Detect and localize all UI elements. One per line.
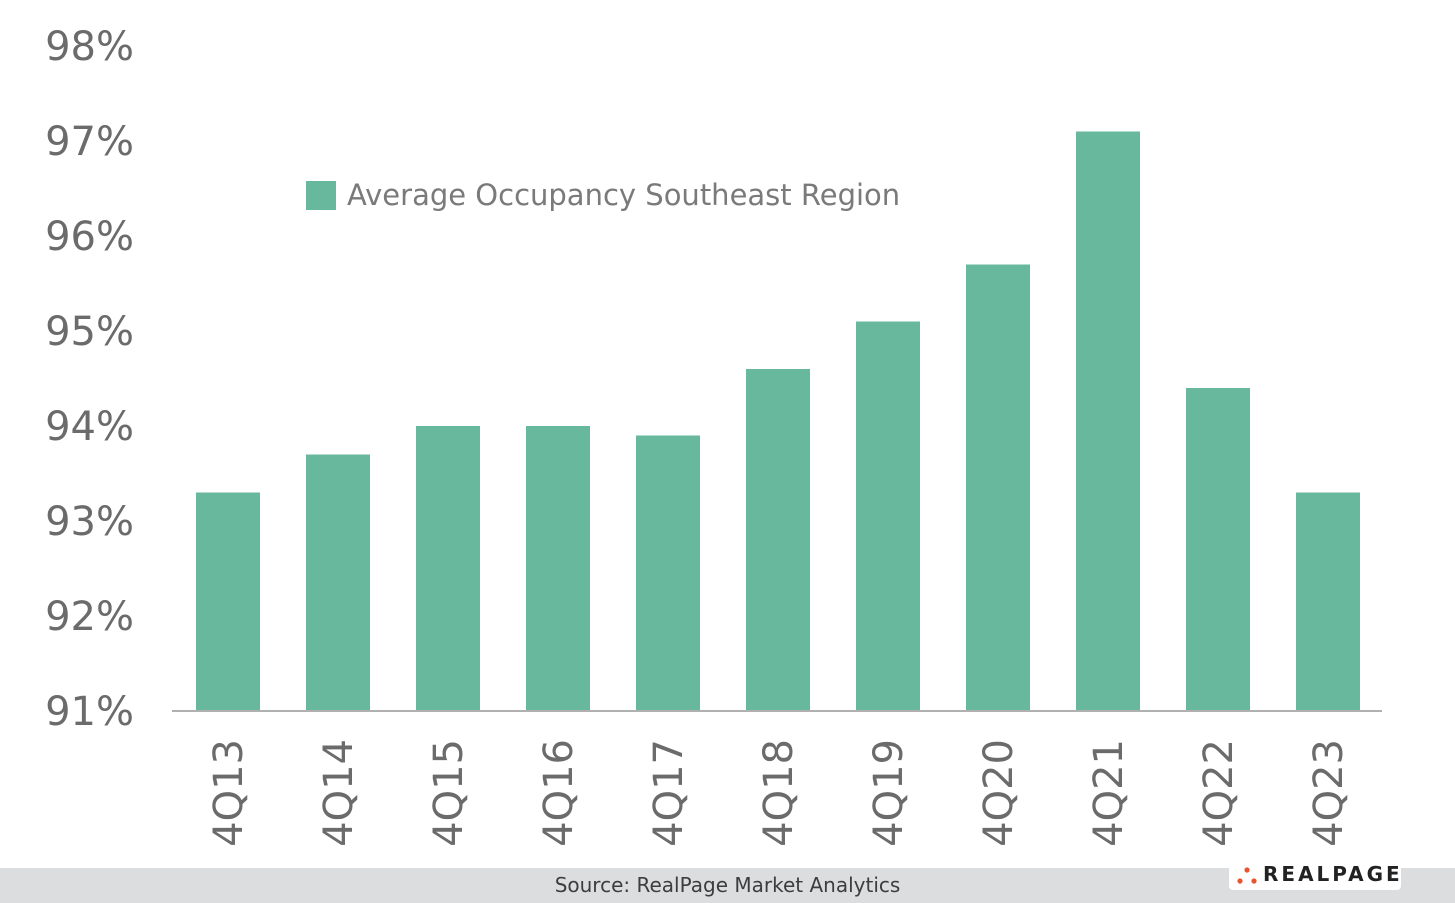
realpage-wordmark: REALPAGE (1263, 862, 1403, 886)
legend: Average Occupancy Southeast Region (306, 178, 900, 212)
footer-bar: Source: RealPage Market Analytics (0, 868, 1455, 903)
x-tick-label: 4Q20 (976, 739, 1022, 847)
bar-4Q16 (526, 426, 590, 711)
bar-4Q13 (196, 492, 260, 711)
x-tick-label: 4Q15 (426, 739, 472, 847)
realpage-logo: REALPAGE (1229, 858, 1401, 890)
x-tick-label: 4Q23 (1306, 739, 1352, 847)
x-tick-label: 4Q21 (1086, 739, 1132, 847)
x-tick-label: 4Q19 (866, 739, 912, 847)
y-axis: 91% 92% 93% 94% 95% 96% 97% 98% (45, 24, 134, 735)
y-tick-label: 95% (45, 309, 134, 355)
legend-swatch (306, 181, 336, 210)
source-note: Source: RealPage Market Analytics (554, 873, 901, 897)
bar-chart: 91%92%93%94%95%96%97%98% 4Q13 4Q14 4Q15 4Q1… (45, 24, 1382, 847)
x-tick-label: 4Q13 (206, 739, 252, 847)
y-tick-label: 91% (45, 689, 134, 735)
bar-4Q19 (856, 321, 920, 711)
y-tick-label: 96% (45, 214, 134, 260)
x-tick-label: 4Q17 (646, 739, 692, 847)
bar-4Q14 (306, 454, 370, 711)
x-tick-label: 4Q18 (756, 739, 802, 847)
logo-dot (1244, 867, 1250, 873)
bar-4Q21 (1076, 131, 1140, 711)
logo-dot (1251, 878, 1257, 884)
realpage-dots-icon (1237, 867, 1257, 884)
bar-4Q23 (1296, 492, 1360, 711)
x-tick-label: 4Q14 (316, 739, 362, 847)
y-tick-label: 94% (45, 404, 134, 450)
bar-4Q20 (966, 264, 1030, 711)
logo-dot (1237, 878, 1243, 884)
x-tick-label: 4Q16 (536, 739, 582, 847)
x-tick-label: 4Q22 (1196, 739, 1242, 847)
x-axis: 4Q13 4Q14 4Q15 4Q16 4Q17 4Q18 4Q19 4Q20 4Q21 4Q22… (206, 739, 1352, 847)
y-tick-label: 93% (45, 499, 134, 545)
y-tick-label: 92% (45, 594, 134, 640)
bar-4Q15 (416, 426, 480, 711)
bar-4Q18 (746, 369, 810, 711)
y-tick-label: 98% (45, 24, 134, 70)
bar-4Q22 (1186, 388, 1250, 711)
legend-label: Average Occupancy Southeast Region (347, 178, 900, 212)
bars-group (196, 131, 1360, 711)
y-tick-label: 97% (45, 119, 134, 165)
bar-4Q17 (636, 435, 700, 711)
